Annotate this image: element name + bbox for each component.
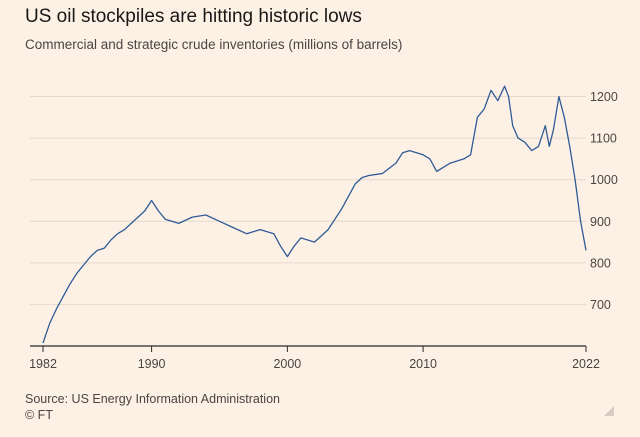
y-tick-label: 700: [590, 298, 611, 312]
line-chart: 700 800 900 1000 1100 1200 1982 1990 2000 2010 20…: [29, 85, 618, 371]
chart-subtitle: Commercial and strategic crude inventori…: [25, 37, 403, 52]
y-tick-label: 1200: [590, 90, 618, 104]
y-tick-label: 800: [590, 256, 611, 270]
x-axis-ticks: 1982 1990 2000 2010 2022: [29, 346, 600, 371]
ft-credit: © FT: [25, 408, 53, 422]
y-axis-tick-labels: 700 800 900 1000 1100 1200: [590, 90, 618, 312]
series-line: [42, 85, 587, 344]
x-tick-label: 2022: [572, 357, 600, 371]
x-tick-label: 2010: [409, 357, 437, 371]
y-tick-label: 1000: [590, 173, 618, 187]
gridlines: [30, 96, 586, 305]
source-note: Source: US Energy Information Administra…: [25, 392, 280, 406]
x-tick-label: 1982: [29, 357, 57, 371]
x-tick-label: 2000: [273, 357, 301, 371]
x-tick-label: 1990: [138, 357, 166, 371]
resize-grip-icon: [604, 406, 614, 416]
y-tick-label: 900: [590, 215, 611, 229]
y-tick-label: 1100: [590, 132, 617, 146]
chart-title: US oil stockpiles are hitting historic l…: [25, 6, 362, 27]
